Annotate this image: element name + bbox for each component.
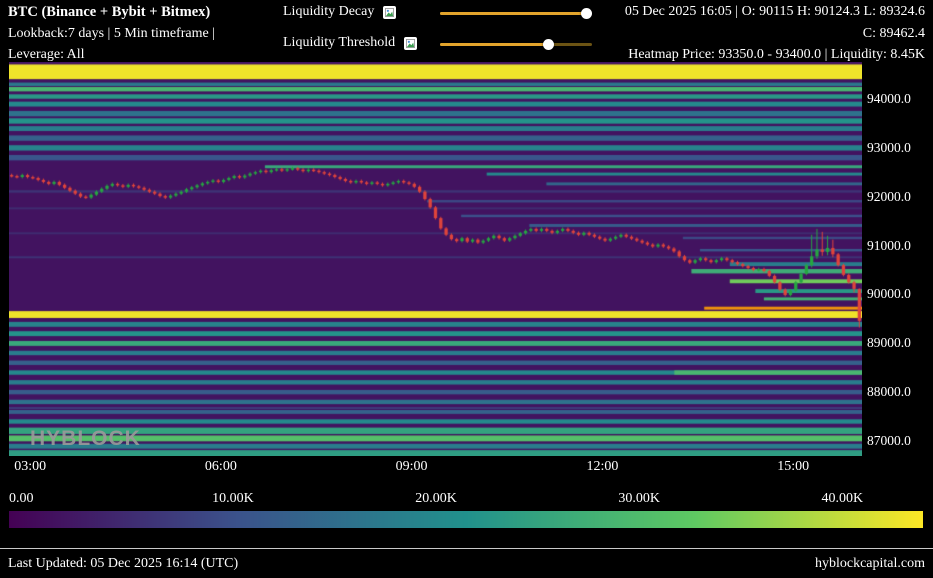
threshold-slider-thumb[interactable] — [543, 39, 554, 50]
price-tick-label: 90000.0 — [867, 286, 911, 302]
decay-slider[interactable] — [440, 7, 592, 20]
liquidity-decay-checkbox[interactable] — [383, 6, 396, 19]
image-icon — [385, 8, 394, 17]
symbol-title: BTC (Binance + Bybit + Bitmex) — [8, 4, 210, 21]
footer-bar: Last Updated: 05 Dec 2025 16:14 (UTC) hy… — [0, 548, 933, 578]
colorbar-ticks: 0.00 10.00K 20.00K 30.00K 40.00K — [9, 491, 923, 508]
price-tick-label: 94000.0 — [867, 91, 911, 107]
price-tick-label: 88000.0 — [867, 384, 911, 400]
price-tick-label: 91000.0 — [867, 238, 911, 254]
colorbar-tick-label: 20.00K — [415, 491, 457, 507]
heatmap-canvas[interactable] — [9, 62, 862, 456]
time-tick-label: 15:00 — [777, 459, 809, 475]
decay-slider-thumb[interactable] — [581, 8, 592, 19]
time-tick-label: 03:00 — [14, 459, 46, 475]
threshold-slider-fill — [440, 43, 549, 46]
heatmap-hover-readout: Heatmap Price: 93350.0 - 93400.0 | Liqui… — [628, 47, 925, 63]
colorbar-tick-label: 30.00K — [618, 491, 660, 507]
threshold-slider[interactable] — [440, 38, 592, 51]
ohlc-readout: 05 Dec 2025 16:05 | O: 90115 H: 90124.3 … — [625, 4, 925, 20]
leverage-info: Leverage: All — [8, 47, 85, 63]
colorbar-tick-label: 10.00K — [212, 491, 254, 507]
price-tick-label: 92000.0 — [867, 189, 911, 205]
time-tick-label: 06:00 — [205, 459, 237, 475]
close-readout: C: 89462.4 — [863, 26, 925, 42]
liquidity-threshold-checkbox[interactable] — [404, 37, 417, 50]
image-icon — [406, 39, 415, 48]
liquidity-threshold-control: Liquidity Threshold — [283, 35, 417, 51]
price-tick-label: 87000.0 — [867, 433, 911, 449]
decay-slider-fill — [440, 12, 587, 15]
lookback-info: Lookback:7 days | 5 Min timeframe | — [8, 26, 215, 42]
price-tick-label: 93000.0 — [867, 140, 911, 156]
hyblock-watermark: HYBLOCK — [30, 427, 141, 451]
time-tick-label: 09:00 — [396, 459, 428, 475]
site-link: hyblockcapital.com — [815, 556, 925, 572]
price-tick-label: 89000.0 — [867, 335, 911, 351]
time-tick-label: 12:00 — [586, 459, 618, 475]
colorbar — [9, 511, 923, 528]
colorbar-tick-label: 0.00 — [9, 491, 34, 507]
liquidity-decay-label: Liquidity Decay — [283, 4, 374, 20]
liquidation-heatmap-app: BTC (Binance + Bybit + Bitmex) Lookback:… — [0, 0, 933, 578]
last-updated-text: Last Updated: 05 Dec 2025 16:14 (UTC) — [8, 556, 238, 572]
colorbar-tick-label: 40.00K — [821, 491, 863, 507]
liquidity-threshold-label: Liquidity Threshold — [283, 35, 395, 51]
liquidity-decay-control: Liquidity Decay — [283, 4, 396, 20]
